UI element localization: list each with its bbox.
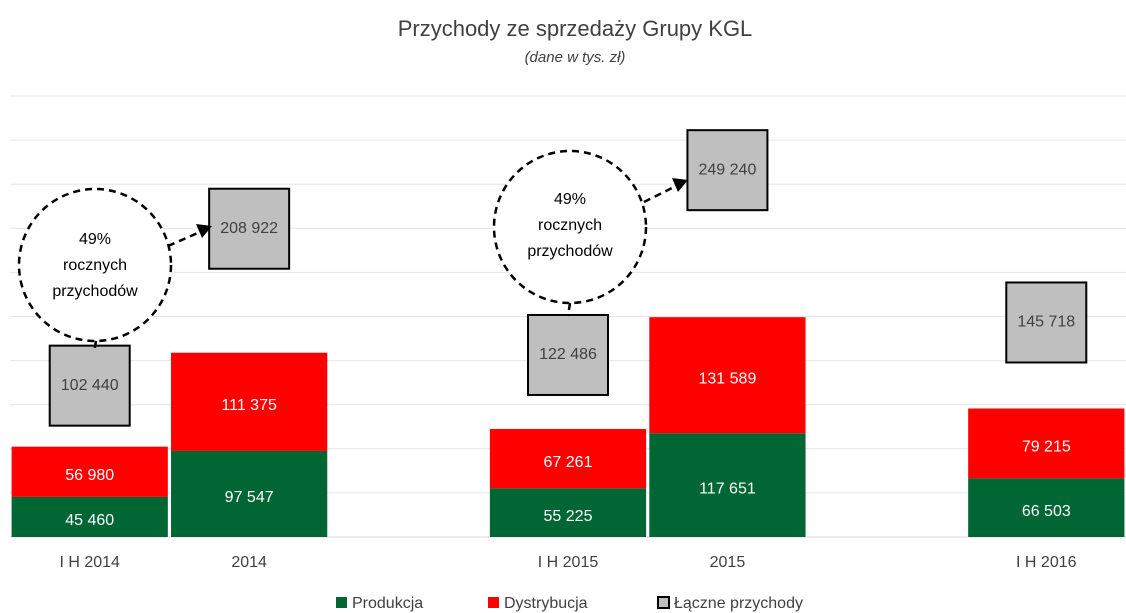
annotation-shapes	[17, 149, 677, 353]
annotation-arrow	[643, 184, 677, 204]
legend-label: Łączne przychody	[674, 595, 803, 612]
legend-swatch	[336, 597, 347, 608]
value-label: 131 589	[699, 370, 757, 387]
value-label: 56 980	[65, 467, 114, 484]
bars	[11, 129, 1125, 537]
arrow-head	[196, 224, 212, 238]
annotation-circle	[17, 187, 173, 343]
x-tick-label: 2015	[710, 554, 746, 571]
annotation-text: przychodów	[52, 283, 138, 300]
value-label: 55 225	[544, 508, 593, 525]
x-tick-label: I H 2014	[59, 554, 120, 571]
legend-label: Produkcja	[352, 595, 423, 612]
x-tick-label: I H 2016	[1016, 554, 1077, 571]
chart-subtitle: (dane w tys. zł)	[525, 49, 626, 66]
total-box	[686, 129, 769, 212]
value-label: 79 215	[1022, 439, 1071, 456]
total-label: 208 922	[220, 220, 278, 237]
bar	[968, 478, 1125, 537]
value-label: 111 375	[221, 397, 277, 414]
value-label: 66 503	[1022, 503, 1071, 520]
bar	[11, 446, 168, 497]
value-label: 117 651	[699, 480, 756, 497]
total-label: 145 718	[1017, 314, 1075, 331]
annotation-connector	[92, 340, 98, 353]
x-tick-label: I H 2015	[538, 554, 599, 571]
total-label: 249 240	[699, 161, 757, 178]
x-tick-label: 2014	[231, 554, 267, 571]
annotation-connector	[566, 302, 572, 317]
value-label: 45 460	[65, 512, 114, 529]
bar	[968, 408, 1125, 479]
total-label: 102 440	[61, 377, 119, 394]
bar	[11, 496, 168, 537]
chart-title: Przychody ze sprzedaży Grupy KGL	[398, 16, 753, 41]
bar	[489, 488, 647, 537]
total-label: 122 486	[539, 346, 597, 363]
total-box	[527, 313, 609, 396]
bar	[649, 433, 806, 537]
bar	[171, 450, 328, 537]
annotation-text: przychodów	[527, 243, 613, 260]
value-label: 97 547	[225, 489, 274, 506]
annotation-circle	[492, 149, 648, 305]
bar	[489, 428, 647, 489]
value-label: 67 261	[544, 454, 593, 471]
legend-swatch	[657, 596, 670, 609]
annotation-text: rocznych	[63, 257, 127, 274]
legend-swatch	[488, 597, 499, 608]
annotation-arrow	[167, 230, 201, 248]
total-box	[48, 344, 131, 427]
bar	[171, 352, 328, 451]
legend-label: Dystrybucja	[504, 595, 588, 612]
bar	[649, 317, 806, 434]
annotation-text: rocznych	[538, 217, 602, 234]
arrow-heads	[196, 178, 688, 238]
total-box	[1005, 281, 1088, 364]
annotation-text: 49%	[79, 231, 111, 248]
labels: I H 2014 45 460 56 980 102 440 2014 97 547 111…	[52, 161, 1076, 612]
annotation-text: 49%	[554, 191, 586, 208]
arrow-head	[672, 178, 688, 192]
